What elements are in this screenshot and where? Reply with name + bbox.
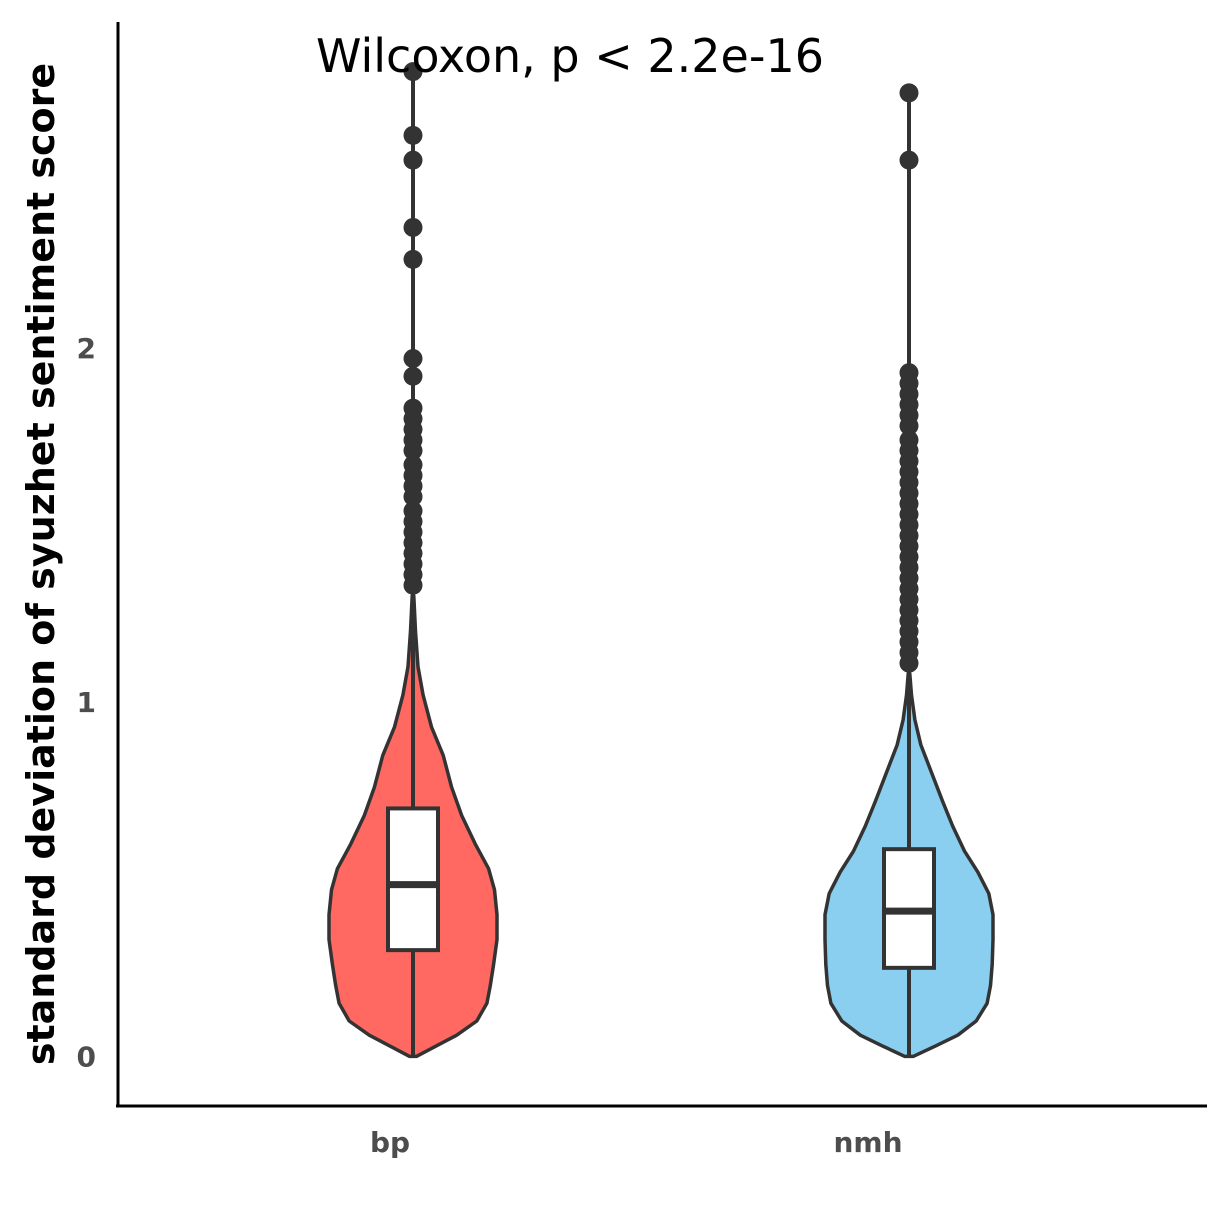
outlier-point-nmh: [899, 150, 919, 170]
violin-group-bp: [327, 62, 499, 1059]
y-tick-label: 1: [77, 686, 96, 719]
box-bp: [386, 806, 440, 953]
y-tick-label: 0: [77, 1040, 96, 1073]
outlier-point-bp: [403, 62, 423, 82]
wilcoxon-annotation: Wilcoxon, p < 2.2e-16: [316, 29, 824, 83]
outlier-point-bp: [403, 575, 423, 595]
y-tick-label: 2: [77, 332, 96, 365]
outlier-point-bp: [403, 217, 423, 237]
x-tick-label-nmh: nmh: [833, 1126, 902, 1159]
outlier-point-bp: [403, 249, 423, 269]
outlier-point-bp: [403, 441, 423, 461]
plot-area: [327, 62, 995, 1059]
outlier-point-bp: [403, 349, 423, 369]
x-tick-label-bp: bp: [370, 1126, 410, 1159]
axes: [116, 22, 1207, 1108]
violin-group-nmh: [823, 83, 995, 1059]
outlier-point-bp: [403, 125, 423, 145]
outlier-point-nmh: [899, 416, 919, 436]
outlier-point-bp: [403, 366, 423, 386]
outlier-point-bp: [403, 150, 423, 170]
tick-labels: bp nmh 0 1 2: [77, 332, 903, 1159]
outlier-point-bp: [403, 487, 423, 507]
outlier-point-nmh: [899, 83, 919, 103]
outlier-point-nmh: [899, 653, 919, 673]
y-axis-title: standard deviation of syuzhet sentiment …: [19, 63, 63, 1065]
